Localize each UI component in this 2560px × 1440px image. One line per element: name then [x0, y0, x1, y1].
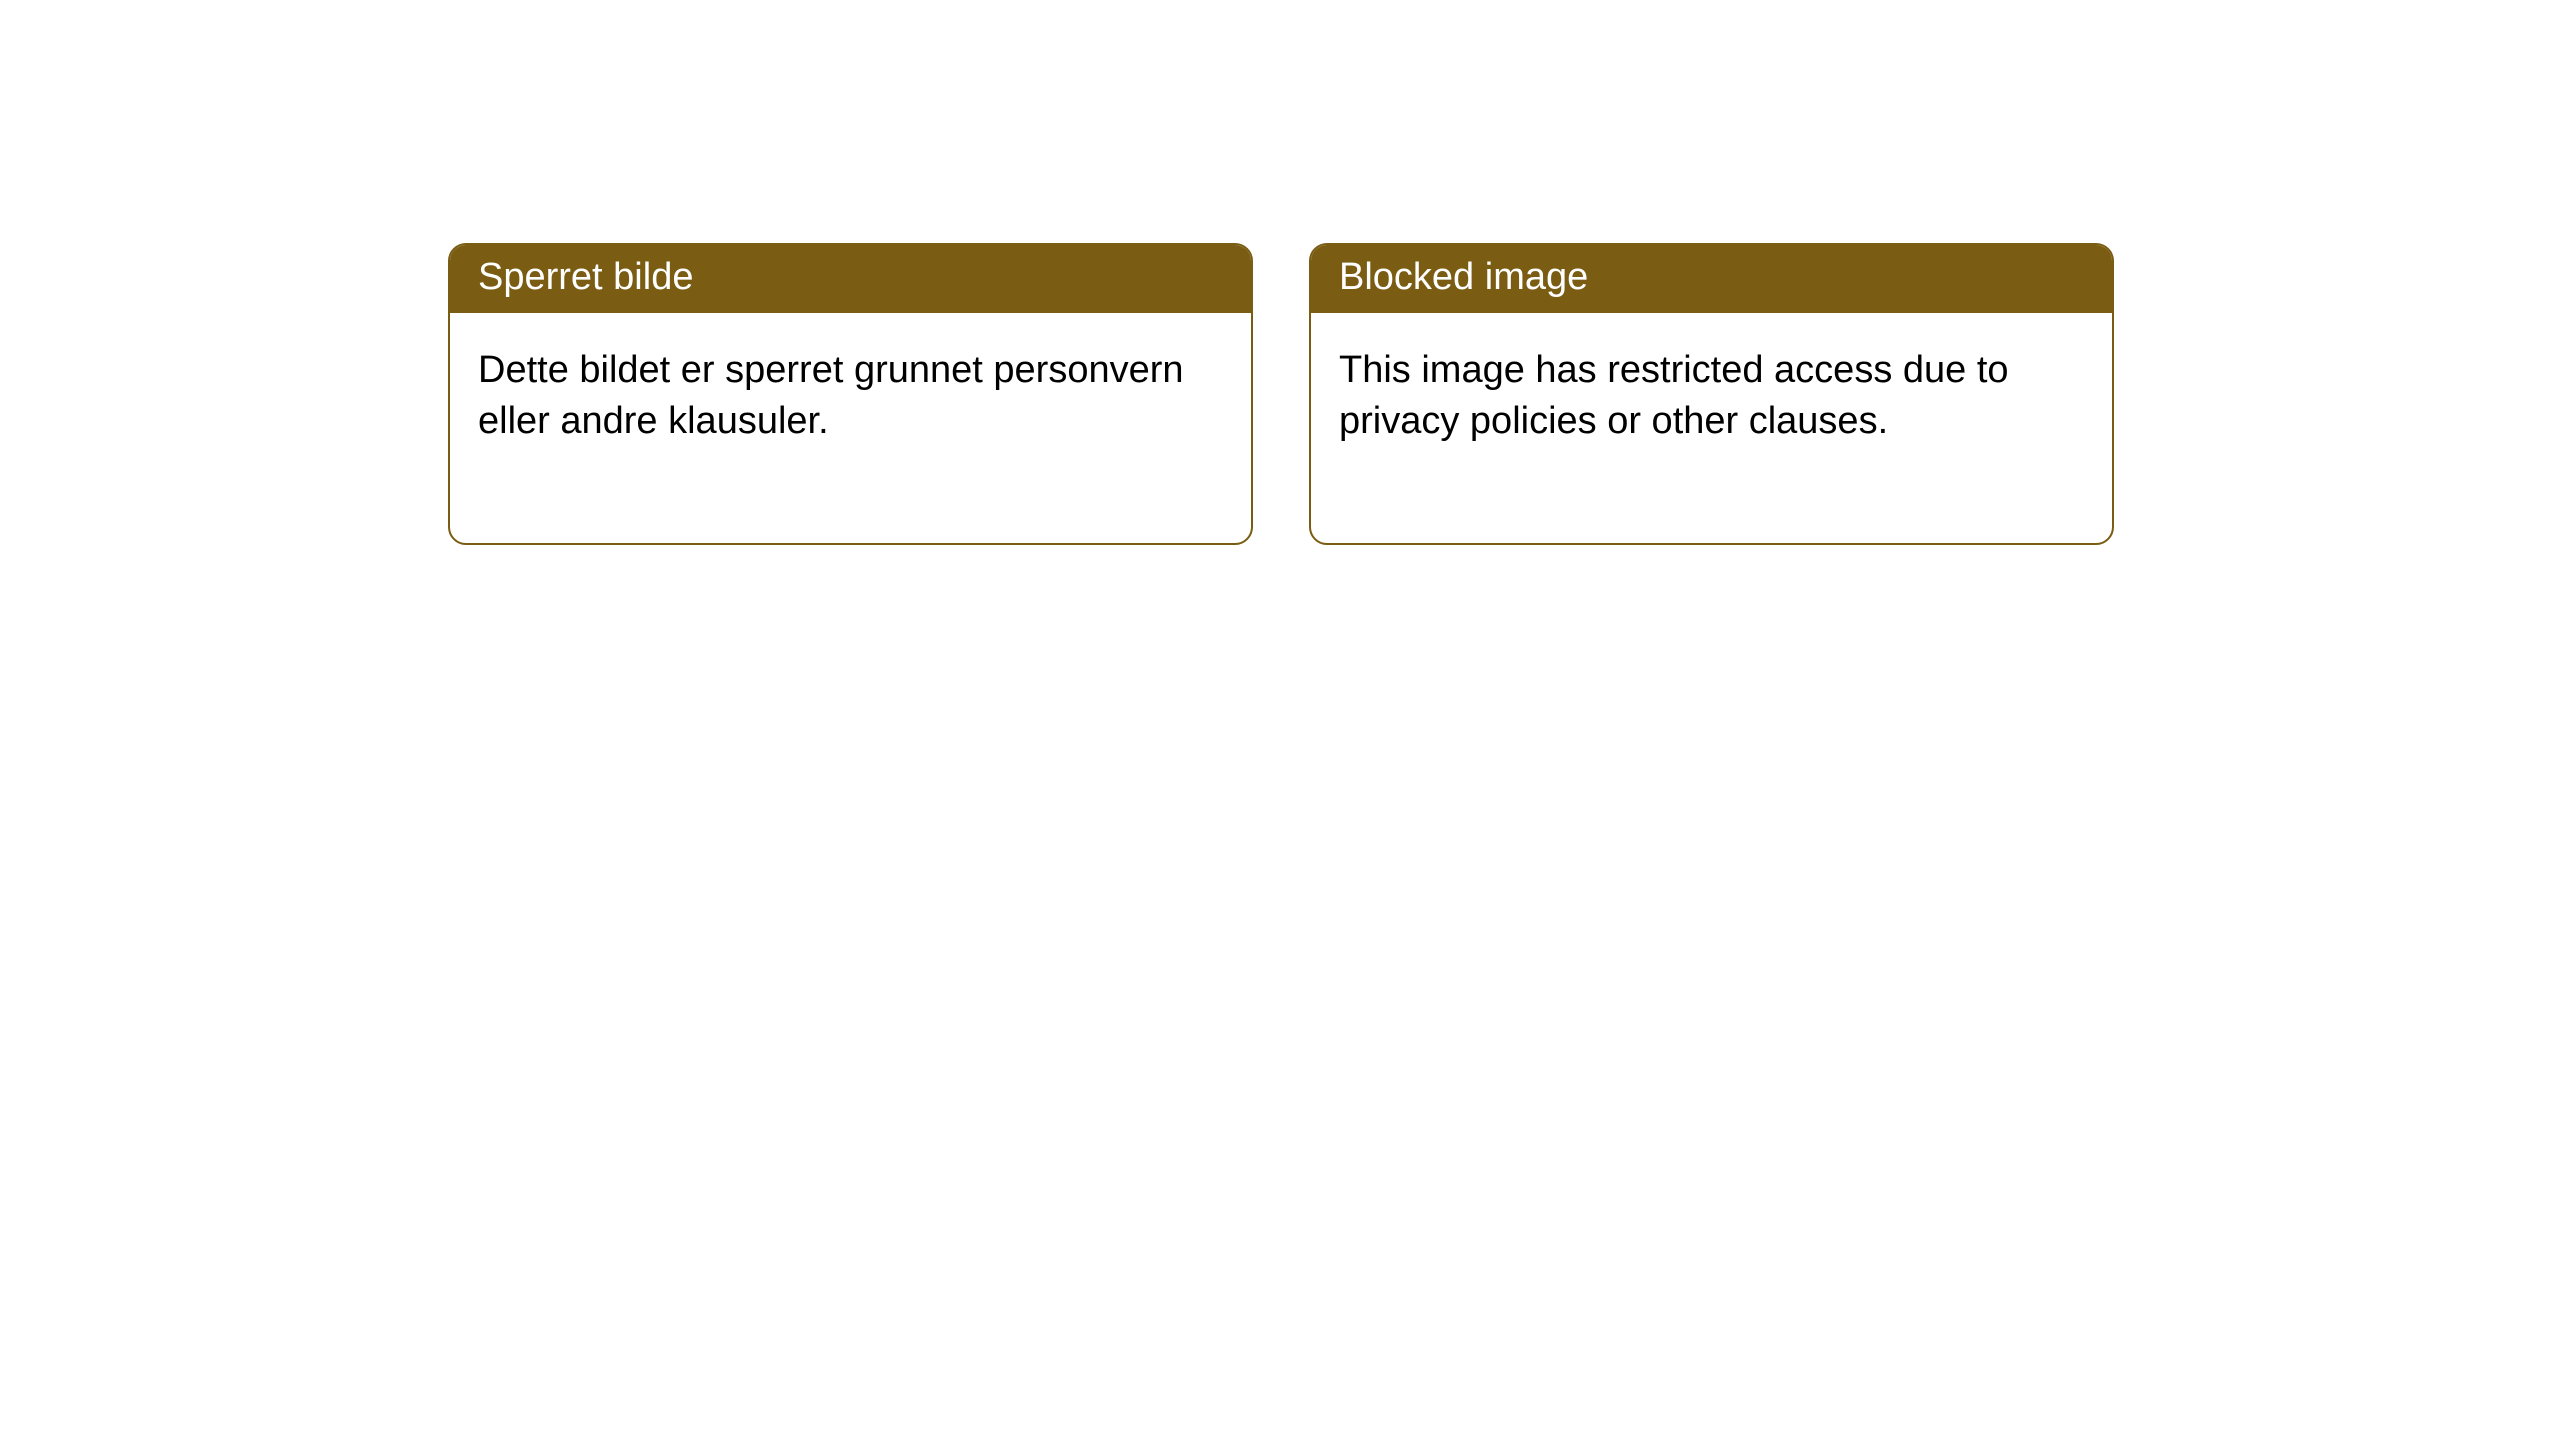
notice-body-en: This image has restricted access due to … — [1311, 313, 2112, 543]
notice-title-no: Sperret bilde — [450, 245, 1251, 313]
notice-body-no: Dette bildet er sperret grunnet personve… — [450, 313, 1251, 543]
notices-row: Sperret bilde Dette bildet er sperret gr… — [0, 0, 2560, 545]
notice-title-en: Blocked image — [1311, 245, 2112, 313]
notice-box-no: Sperret bilde Dette bildet er sperret gr… — [448, 243, 1253, 545]
notice-box-en: Blocked image This image has restricted … — [1309, 243, 2114, 545]
